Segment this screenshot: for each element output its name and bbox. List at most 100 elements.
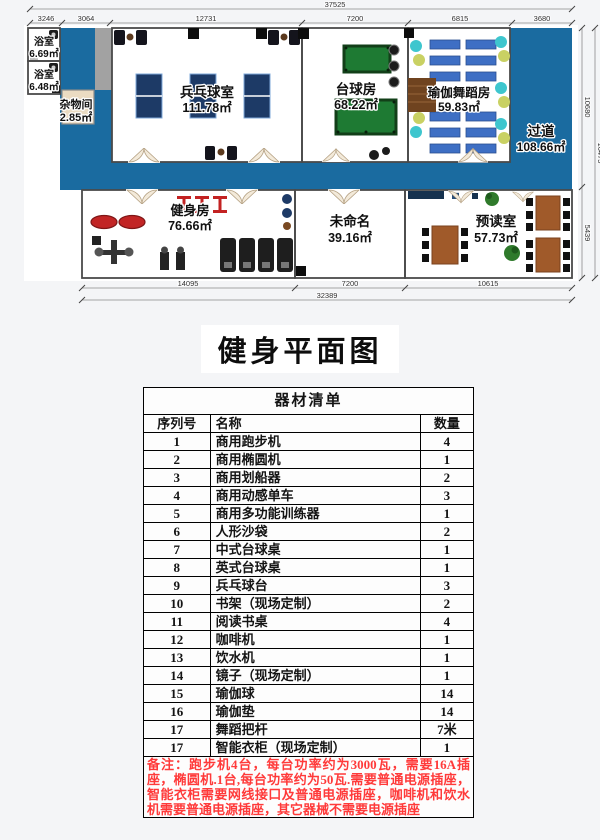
cell-sn: 8 <box>143 558 211 577</box>
column <box>188 28 199 39</box>
cell-name: 英式台球桌 <box>209 558 421 577</box>
dim-bottom-total: 32389 <box>317 291 338 300</box>
table-title: 器材清单 <box>143 387 474 415</box>
dim-bottom-seg1: 14095 <box>178 279 199 288</box>
table-row: 9 兵乓球台 3 <box>143 576 475 595</box>
pingpong-table <box>189 73 217 119</box>
cell-name: 商用划船器 <box>209 468 421 487</box>
column <box>298 28 309 39</box>
cell-name: 瑜伽球 <box>209 684 421 703</box>
reading-table <box>526 237 570 273</box>
label-unnamed-name: 未命名 <box>330 213 371 229</box>
column <box>256 28 267 39</box>
dim-top-seg2: 3064 <box>78 14 95 23</box>
table-row: 1 商用跑步机 4 <box>143 432 475 451</box>
table-note-row: 备注：跑步机4台，每台功率约为3000瓦，需要16A插座，椭圆机.1台,每台功率… <box>143 756 474 818</box>
toilet-icon <box>52 84 60 93</box>
cell-qty: 3 <box>419 486 475 505</box>
cell-sn: 15 <box>143 684 211 703</box>
cell-name: 商用椭圆机 <box>209 450 421 469</box>
dim-top-seg3: 12731 <box>196 14 217 23</box>
yoga-balls <box>410 36 510 144</box>
cell-name: 兵乓球台 <box>209 576 421 595</box>
column <box>296 266 306 276</box>
billiard-table <box>334 98 398 136</box>
cell-qty: 1 <box>419 558 475 577</box>
cell-name: 镜子（现场定制） <box>209 666 421 685</box>
cell-qty: 14 <box>419 684 475 703</box>
treadmill <box>118 214 146 230</box>
chair-group <box>268 30 300 45</box>
cell-sn: 9 <box>143 576 211 595</box>
dim-top-seg4: 7200 <box>347 14 364 23</box>
cell-sn: 1 <box>143 432 211 451</box>
cell-qty: 7米 <box>419 720 475 739</box>
table-header-row: 序列号 名称 数量 <box>143 414 475 433</box>
room-reading <box>404 189 573 279</box>
cell-name: 阅读书桌 <box>209 612 421 631</box>
table-row: 11 阅读书桌 4 <box>143 612 475 631</box>
sink-icon <box>30 52 38 60</box>
label-billiard-area: 68.22㎡ <box>334 97 378 112</box>
label-billiard-name: 台球房 <box>336 81 377 97</box>
bookshelf <box>408 191 444 199</box>
cell-sn: 14 <box>143 666 211 685</box>
dimension-lines: 37525 3246 3064 12731 7200 6815 3680 140… <box>26 0 600 304</box>
cell-qty: 1 <box>419 504 475 523</box>
cell-name: 商用多功能训练器 <box>209 504 421 523</box>
cell-qty: 4 <box>419 612 475 631</box>
cell-name: 智能衣柜（现场定制） <box>209 738 421 757</box>
dim-right-lower: 5439 <box>583 225 592 242</box>
label-corridor-name: 过道 <box>528 123 556 139</box>
room-storage <box>61 89 95 125</box>
squat-racks <box>177 196 227 213</box>
label-unnamed-area: 39.16㎡ <box>328 230 372 245</box>
dim-top-total: 37525 <box>325 0 346 9</box>
room-bath2 <box>27 60 61 95</box>
cell-sn: 11 <box>143 612 211 631</box>
table-row: 2 商用椭圆机 1 <box>143 450 475 469</box>
yoga-mats <box>429 39 497 154</box>
cell-qty: 1 <box>419 648 475 667</box>
label-bath1-area: 6.69㎡ <box>29 47 58 60</box>
label-storage-name: 杂物间 <box>60 97 93 111</box>
table-row: 14 镜子（现场定制） 1 <box>143 666 475 685</box>
dim-bottom-seg3: 10615 <box>478 279 499 288</box>
dim-top-seg6: 3680 <box>534 14 551 23</box>
table-row: 15 瑜伽球 14 <box>143 684 475 703</box>
cell-qty: 14 <box>419 702 475 721</box>
col-header-sn: 序列号 <box>143 414 211 433</box>
room-billiard <box>298 27 409 163</box>
table-row: 17 智能衣柜（现场定制） 1 <box>143 738 475 757</box>
reading-table <box>422 225 468 265</box>
cell-sn: 4 <box>143 486 211 505</box>
label-gym-name: 健身房 <box>170 203 209 218</box>
wall-segment <box>95 28 112 90</box>
cell-qty: 1 <box>419 666 475 685</box>
dim-right-upper: 10680 <box>583 97 592 118</box>
table-row: 7 中式台球桌 1 <box>143 540 475 559</box>
chair-group <box>114 30 147 45</box>
table-row: 5 商用多功能训练器 1 <box>143 504 475 523</box>
dim-right-total: 16475 <box>596 143 600 164</box>
cell-sn: 5 <box>143 504 211 523</box>
table-row: 16 瑜伽垫 14 <box>143 702 475 721</box>
cell-sn: 6 <box>143 522 211 541</box>
page-title: 健身平面图 <box>201 325 399 373</box>
pingpong-table <box>135 73 163 119</box>
cell-sn: 12 <box>143 630 211 649</box>
table-row: 4 商用动感单车 3 <box>143 486 475 505</box>
cell-name: 咖啡机 <box>209 630 421 649</box>
cell-name: 中式台球桌 <box>209 540 421 559</box>
dumbbell-stands <box>160 246 185 270</box>
pingpong-table <box>243 73 271 119</box>
equipment-table: 器材清单 序列号 名称 数量 1 商用跑步机 4 2 商用椭圆机 1 3 商用划船器 2 4… <box>143 387 475 818</box>
cell-sn: 17 <box>143 720 211 739</box>
dim-bottom-seg2: 7200 <box>342 279 359 288</box>
table-row: 8 英式台球桌 1 <box>143 558 475 577</box>
floor-plan-svg: 浴室 6.69㎡ 浴室 6.48㎡ 杂物间 2.85㎡ 兵乓球室 111.78㎡… <box>24 0 600 304</box>
table-row: 10 书架（现场定制） 2 <box>143 594 475 613</box>
label-gym-area: 76.66㎡ <box>168 218 212 233</box>
col-header-qty: 数量 <box>419 414 475 433</box>
label-corridor-area: 108.66㎡ <box>517 139 566 154</box>
